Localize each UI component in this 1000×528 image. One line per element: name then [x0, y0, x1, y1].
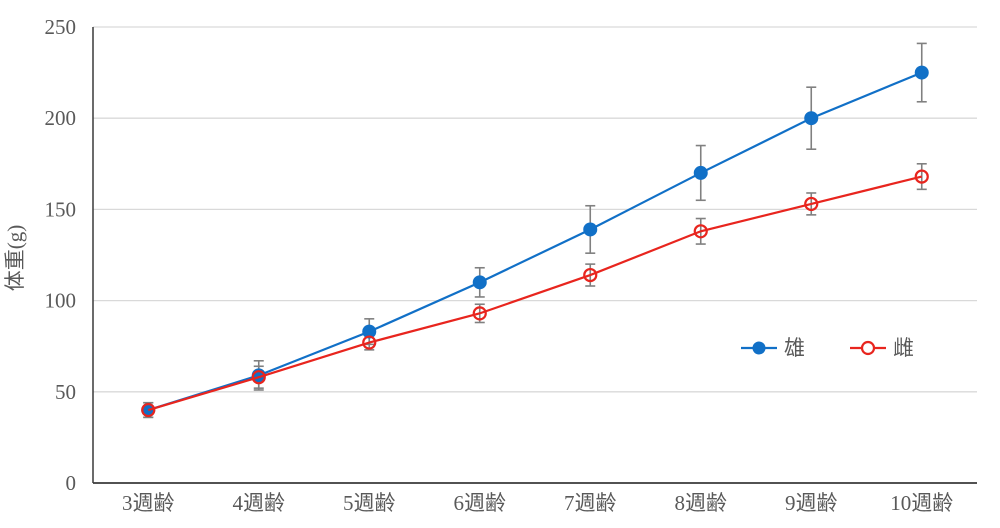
y-tick-label: 250 [45, 15, 77, 39]
legend-label-female: 雌 [893, 336, 914, 360]
data-point-male [362, 324, 377, 339]
data-point-female [583, 267, 598, 283]
y-tick-label: 50 [55, 380, 76, 404]
data-point-male [693, 165, 708, 180]
y-axis-title: 体重(g) [3, 225, 27, 292]
x-tick-label: 10週齢 [890, 491, 953, 515]
x-tick-label: 6週齢 [454, 491, 507, 515]
y-tick-label: 150 [45, 197, 77, 221]
x-tick-label: 5週齢 [343, 491, 396, 515]
x-tick-label: 9週齢 [785, 491, 838, 515]
y-tick-label: 100 [45, 289, 77, 313]
y-tick-label: 200 [45, 106, 77, 130]
data-point-male [583, 222, 598, 237]
data-point-female [804, 196, 819, 212]
series-line-female [147, 175, 923, 412]
legend-label-male: 雄 [784, 336, 805, 360]
data-point-female [141, 402, 156, 418]
data-point-female [914, 169, 929, 184]
data-point-male [472, 275, 487, 290]
x-tick-label: 7週齢 [564, 491, 617, 515]
legend-marker-female [860, 340, 876, 356]
data-point-female [251, 370, 266, 385]
data-point-female [693, 224, 708, 239]
data-point-male [914, 65, 929, 80]
data-point-male [804, 111, 819, 126]
legend-marker-male [752, 341, 766, 355]
x-tick-label: 3週齢 [122, 491, 175, 515]
data-point-female [362, 335, 377, 350]
x-tick-label: 8週齢 [675, 491, 728, 515]
series-line-male [147, 71, 923, 412]
y-tick-label: 0 [66, 471, 77, 495]
data-point-female [472, 306, 487, 321]
x-tick-label: 4週齢 [233, 491, 286, 515]
